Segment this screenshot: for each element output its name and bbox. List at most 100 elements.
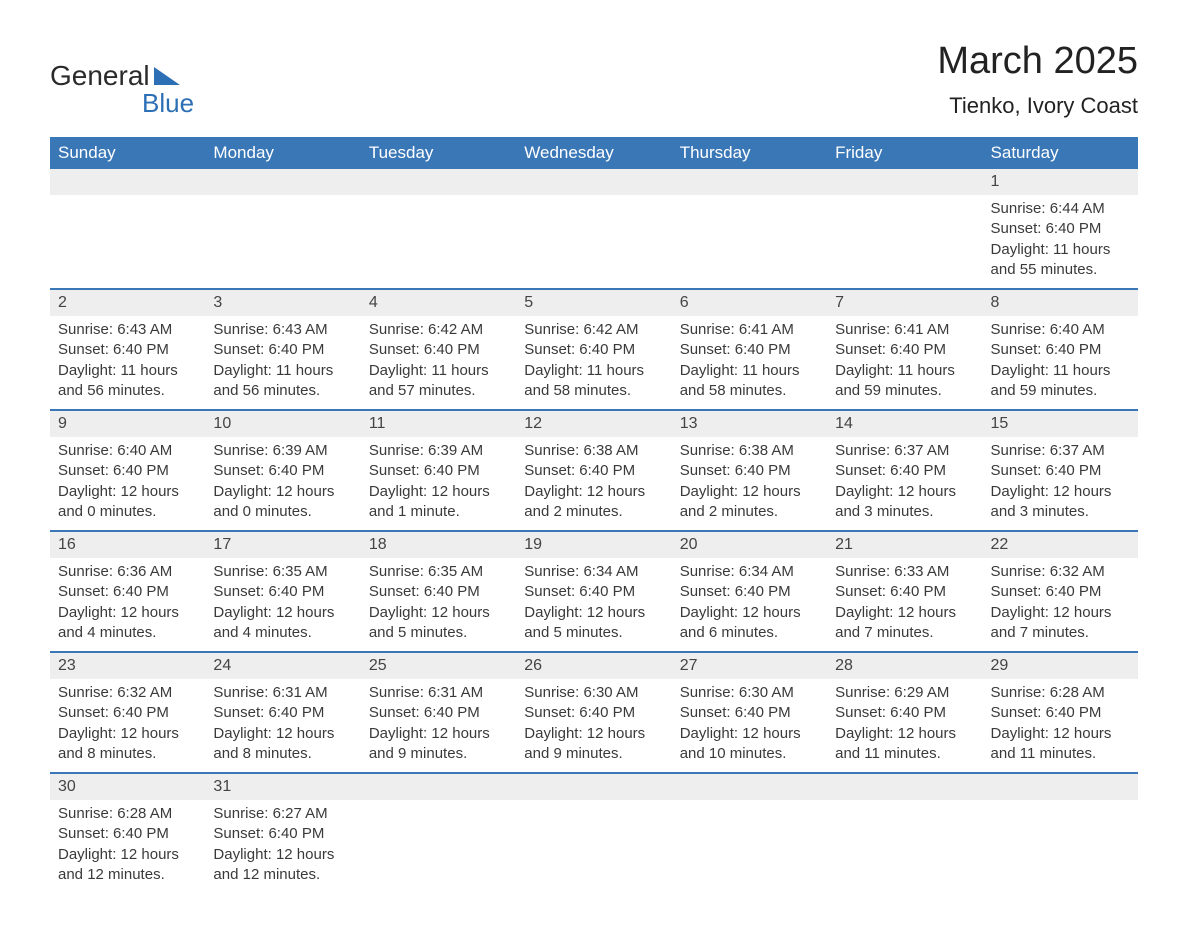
day-detail-line: Sunset: 6:40 PM (58, 582, 197, 602)
day-number-empty (672, 774, 827, 800)
calendar-cell: 29Sunrise: 6:28 AMSunset: 6:40 PMDayligh… (983, 652, 1138, 773)
day-detail-line: and 55 minutes. (991, 260, 1130, 280)
day-detail-line: Sunset: 6:40 PM (524, 340, 663, 360)
day-detail-line: and 9 minutes. (369, 744, 508, 764)
day-number-empty (361, 774, 516, 800)
calendar-cell (50, 169, 205, 289)
day-detail-line: and 10 minutes. (680, 744, 819, 764)
day-number: 1 (983, 169, 1138, 195)
day-number: 19 (516, 532, 671, 558)
day-detail-line: Sunrise: 6:36 AM (58, 562, 197, 582)
day-detail-line: Daylight: 11 hours (991, 361, 1130, 381)
calendar-cell: 20Sunrise: 6:34 AMSunset: 6:40 PMDayligh… (672, 531, 827, 652)
day-number: 15 (983, 411, 1138, 437)
day-details: Sunrise: 6:34 AMSunset: 6:40 PMDaylight:… (672, 558, 827, 651)
day-detail-line: Daylight: 12 hours (58, 724, 197, 744)
day-detail-line: and 4 minutes. (58, 623, 197, 643)
day-detail-line: Daylight: 11 hours (991, 240, 1130, 260)
day-detail-line: Daylight: 12 hours (369, 482, 508, 502)
day-detail-line: and 59 minutes. (835, 381, 974, 401)
day-detail-line: Sunrise: 6:27 AM (213, 804, 352, 824)
day-detail-line: Sunset: 6:40 PM (835, 703, 974, 723)
calendar-cell: 18Sunrise: 6:35 AMSunset: 6:40 PMDayligh… (361, 531, 516, 652)
day-detail-line: Sunset: 6:40 PM (213, 340, 352, 360)
calendar-cell: 25Sunrise: 6:31 AMSunset: 6:40 PMDayligh… (361, 652, 516, 773)
calendar-cell: 7Sunrise: 6:41 AMSunset: 6:40 PMDaylight… (827, 289, 982, 410)
calendar-cell (983, 773, 1138, 893)
day-number: 24 (205, 653, 360, 679)
calendar-cell: 4Sunrise: 6:42 AMSunset: 6:40 PMDaylight… (361, 289, 516, 410)
weekday-header: Tuesday (361, 137, 516, 169)
day-detail-line: Daylight: 11 hours (680, 361, 819, 381)
day-detail-line: Sunrise: 6:35 AM (369, 562, 508, 582)
day-detail-line: Daylight: 12 hours (369, 603, 508, 623)
day-detail-line: Sunset: 6:40 PM (524, 582, 663, 602)
day-details: Sunrise: 6:43 AMSunset: 6:40 PMDaylight:… (50, 316, 205, 409)
day-detail-line: Sunrise: 6:44 AM (991, 199, 1130, 219)
day-detail-line: Sunset: 6:40 PM (58, 824, 197, 844)
day-detail-line: Daylight: 12 hours (680, 482, 819, 502)
day-number-empty (827, 169, 982, 195)
day-detail-line: and 2 minutes. (680, 502, 819, 522)
day-detail-line: Sunrise: 6:29 AM (835, 683, 974, 703)
day-detail-line: and 8 minutes. (58, 744, 197, 764)
calendar-header-row: SundayMondayTuesdayWednesdayThursdayFrid… (50, 137, 1138, 169)
day-details: Sunrise: 6:28 AMSunset: 6:40 PMDaylight:… (50, 800, 205, 893)
day-detail-line: Sunset: 6:40 PM (524, 461, 663, 481)
day-number: 18 (361, 532, 516, 558)
day-detail-line: Sunrise: 6:32 AM (991, 562, 1130, 582)
day-number: 5 (516, 290, 671, 316)
day-number: 31 (205, 774, 360, 800)
day-details: Sunrise: 6:42 AMSunset: 6:40 PMDaylight:… (516, 316, 671, 409)
day-details: Sunrise: 6:40 AMSunset: 6:40 PMDaylight:… (983, 316, 1138, 409)
calendar-cell (516, 773, 671, 893)
day-details: Sunrise: 6:31 AMSunset: 6:40 PMDaylight:… (361, 679, 516, 772)
calendar-cell: 23Sunrise: 6:32 AMSunset: 6:40 PMDayligh… (50, 652, 205, 773)
day-detail-line: Sunrise: 6:30 AM (524, 683, 663, 703)
day-details: Sunrise: 6:30 AMSunset: 6:40 PMDaylight:… (672, 679, 827, 772)
calendar-cell: 3Sunrise: 6:43 AMSunset: 6:40 PMDaylight… (205, 289, 360, 410)
day-number: 8 (983, 290, 1138, 316)
day-detail-line: Sunrise: 6:30 AM (680, 683, 819, 703)
day-detail-line: Sunset: 6:40 PM (991, 703, 1130, 723)
day-detail-line: Daylight: 12 hours (58, 603, 197, 623)
day-detail-line: Sunrise: 6:41 AM (680, 320, 819, 340)
day-detail-line: Daylight: 12 hours (524, 482, 663, 502)
calendar-week-row: 23Sunrise: 6:32 AMSunset: 6:40 PMDayligh… (50, 652, 1138, 773)
calendar-cell: 14Sunrise: 6:37 AMSunset: 6:40 PMDayligh… (827, 410, 982, 531)
calendar-cell: 24Sunrise: 6:31 AMSunset: 6:40 PMDayligh… (205, 652, 360, 773)
day-detail-line: and 57 minutes. (369, 381, 508, 401)
day-detail-line: Sunrise: 6:38 AM (680, 441, 819, 461)
day-detail-line: Sunset: 6:40 PM (680, 703, 819, 723)
day-number: 29 (983, 653, 1138, 679)
calendar-table: SundayMondayTuesdayWednesdayThursdayFrid… (50, 137, 1138, 893)
day-detail-line: and 9 minutes. (524, 744, 663, 764)
calendar-cell (827, 169, 982, 289)
day-detail-line: and 3 minutes. (835, 502, 974, 522)
day-detail-line: Sunset: 6:40 PM (58, 461, 197, 481)
day-detail-line: and 56 minutes. (58, 381, 197, 401)
day-number: 13 (672, 411, 827, 437)
day-detail-line: Sunrise: 6:28 AM (58, 804, 197, 824)
day-detail-line: and 0 minutes. (213, 502, 352, 522)
day-details: Sunrise: 6:39 AMSunset: 6:40 PMDaylight:… (205, 437, 360, 530)
day-details: Sunrise: 6:43 AMSunset: 6:40 PMDaylight:… (205, 316, 360, 409)
weekday-header: Sunday (50, 137, 205, 169)
day-number: 22 (983, 532, 1138, 558)
day-details: Sunrise: 6:35 AMSunset: 6:40 PMDaylight:… (361, 558, 516, 651)
calendar-cell: 12Sunrise: 6:38 AMSunset: 6:40 PMDayligh… (516, 410, 671, 531)
day-number-empty (516, 774, 671, 800)
calendar-cell: 13Sunrise: 6:38 AMSunset: 6:40 PMDayligh… (672, 410, 827, 531)
day-details: Sunrise: 6:27 AMSunset: 6:40 PMDaylight:… (205, 800, 360, 893)
weekday-header: Wednesday (516, 137, 671, 169)
day-details: Sunrise: 6:33 AMSunset: 6:40 PMDaylight:… (827, 558, 982, 651)
calendar-cell: 26Sunrise: 6:30 AMSunset: 6:40 PMDayligh… (516, 652, 671, 773)
day-detail-line: Sunset: 6:40 PM (991, 219, 1130, 239)
day-detail-line: Sunset: 6:40 PM (524, 703, 663, 723)
day-number: 25 (361, 653, 516, 679)
day-detail-line: Daylight: 12 hours (58, 482, 197, 502)
day-details: Sunrise: 6:35 AMSunset: 6:40 PMDaylight:… (205, 558, 360, 651)
day-detail-line: Sunset: 6:40 PM (991, 340, 1130, 360)
day-detail-line: Daylight: 12 hours (524, 603, 663, 623)
day-detail-line: and 4 minutes. (213, 623, 352, 643)
